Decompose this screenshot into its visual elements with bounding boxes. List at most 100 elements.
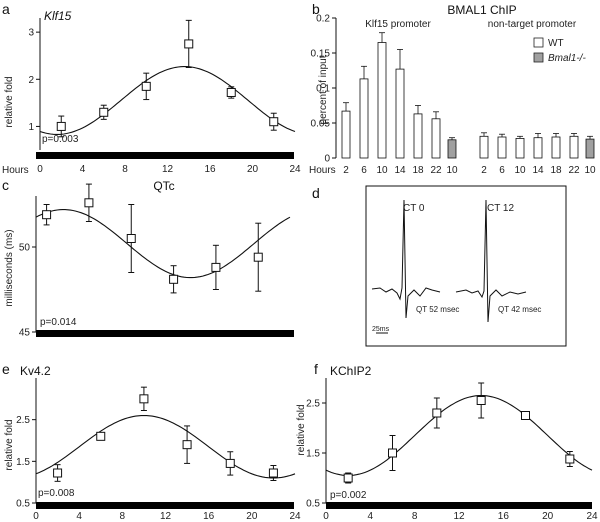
- panel-f-xtick-label: 20: [542, 511, 554, 522]
- panel-b-ytick-label: 0: [324, 154, 330, 165]
- panel-b-category-label: 22: [430, 165, 442, 176]
- panel-e-xtick-label: 24: [289, 511, 301, 522]
- panel-e-ytick-label: 2.5: [16, 415, 30, 426]
- panel-a-ytick-label: 2: [28, 75, 34, 86]
- panel-b-bar: [395, 68, 405, 159]
- panel-f-ylabel: relative fold: [296, 404, 307, 455]
- panel-c-title: QTc: [153, 179, 174, 193]
- panel-f-pvalue: p=0.002: [330, 490, 367, 501]
- panel-letter-f: f: [314, 361, 318, 377]
- panel-f-point: [343, 473, 353, 483]
- panel-b-title: BMAL1 ChIP: [447, 3, 516, 17]
- panel-c-point: [211, 262, 221, 272]
- panel-e-ytick-label: 0.5: [16, 499, 30, 510]
- panel-b-category-label: 10: [446, 165, 458, 176]
- panel-b-category-label: 10: [514, 165, 526, 176]
- panel-c-pvalue: p=0.014: [40, 317, 77, 328]
- ecg-qt-ct0: QT 52 msec: [416, 305, 459, 314]
- panel-e-point: [139, 394, 149, 404]
- panel-a-xtick-label: 12: [162, 164, 174, 175]
- panel-a-xtick-label: 24: [289, 164, 301, 175]
- panel-e-xtick-label: 0: [33, 511, 39, 522]
- panel-letter-a: a: [2, 1, 10, 17]
- panel-c-ytick-label: 45: [19, 328, 31, 339]
- panel-a-hours-label: Hours: [2, 165, 29, 176]
- panel-b-category-label: 14: [532, 165, 544, 176]
- panel-f-xtick-label: 4: [368, 511, 374, 522]
- panel-f-point: [388, 448, 397, 458]
- panel-f-point: [432, 408, 442, 418]
- ecg-label-ct12: CT 12: [487, 203, 514, 214]
- panel-e-fit-curve: [35, 414, 296, 479]
- panel-b-category-label: 6: [499, 165, 505, 176]
- panel-b-ytick-label: 0.15: [311, 49, 331, 60]
- panel-b-bar: [359, 78, 369, 159]
- panel-e-pvalue: p=0.008: [38, 488, 75, 499]
- panel-f-ytick-label: 0.5: [306, 499, 320, 510]
- panel-e-point: [96, 431, 106, 441]
- panel-a: a Klf15 relative fold p=0.003 Hours 1230…: [2, 1, 301, 176]
- panel-a-pvalue: p=0.003: [42, 134, 79, 145]
- panel-b-category-label: 18: [550, 165, 562, 176]
- ecg-trace-ct0: [371, 199, 441, 319]
- panel-letter-c: c: [2, 177, 9, 193]
- panel-b-category-label: 10: [584, 165, 596, 176]
- panel-c-point: [126, 234, 136, 243]
- panel-e-point: [268, 468, 278, 478]
- ecg-label-ct0: CT 0: [403, 203, 425, 214]
- legend-bmal1-label: Bmal1-/-: [548, 53, 586, 64]
- panel-d: d CT 0 CT 12 QT 52 msec QT 42 msec 25ms: [312, 185, 567, 347]
- panel-e-point: [225, 458, 235, 468]
- ecg-frame: [365, 185, 567, 347]
- panel-f-point: [521, 411, 530, 420]
- panel-a-xtick-label: 20: [247, 164, 259, 175]
- panel-f-xtick-label: 12: [453, 511, 465, 522]
- panel-b-bar: [551, 136, 561, 159]
- panel-b-bar: [447, 139, 457, 159]
- panel-b-ytick-label: 0.1: [316, 84, 330, 95]
- panel-b: b BMAL1 ChIP Klf15 promoter non-target p…: [309, 1, 596, 176]
- panel-b-category-label: 2: [343, 165, 349, 176]
- panel-b-ytick-label: 0.05: [311, 119, 331, 130]
- panel-a-point: [141, 81, 151, 91]
- panel-c-fit-curve: [35, 209, 291, 279]
- ecg-trace-ct12: [455, 199, 527, 323]
- panel-letter-d: d: [312, 185, 320, 201]
- panel-b-category-label: 22: [568, 165, 580, 176]
- panel-b-bar: [479, 135, 489, 159]
- panel-a-ytick-label: 3: [28, 28, 34, 39]
- panel-e-point: [182, 440, 192, 450]
- panel-letter-e: e: [2, 361, 10, 377]
- panel-b-group-2: non-target promoter: [488, 19, 577, 30]
- panel-f-ytick-label: 2.5: [306, 399, 320, 410]
- panel-b-ytick-label: 0.2: [316, 14, 330, 25]
- panel-a-point: [226, 87, 236, 97]
- panel-letter-b: b: [312, 1, 320, 17]
- panel-a-xtick-label: 0: [37, 164, 43, 175]
- panel-c-point: [84, 198, 94, 208]
- panel-c-ytick-label: 50: [19, 243, 31, 254]
- panel-e-xtick-label: 16: [203, 511, 215, 522]
- panel-e-xtick-label: 12: [160, 511, 172, 522]
- panel-a-dark-bar: [36, 152, 294, 159]
- panel-f: f KChIP2 relative fold p=0.002 0.5 1.5 2.5…: [296, 361, 598, 522]
- panel-b-bar: [533, 137, 543, 159]
- panel-c-ylabel: milliseconds (ms): [4, 229, 15, 306]
- panel-a-xtick-label: 16: [204, 164, 216, 175]
- panel-a-point: [56, 121, 66, 131]
- panel-a-fit-curve: [39, 66, 296, 135]
- panel-b-bar: [413, 113, 423, 159]
- panel-f-fit-curve: [325, 394, 593, 477]
- panel-e-ytick-label: 1.5: [16, 457, 30, 468]
- panel-a-xtick-label: 8: [122, 164, 128, 175]
- panel-e-point: [53, 468, 63, 478]
- panel-b-ylabel: percent of input: [318, 55, 329, 124]
- panel-a-point: [184, 39, 194, 49]
- legend-bmal1-swatch: [533, 52, 544, 63]
- panel-b-group-1: Klf15 promoter: [365, 19, 431, 30]
- panel-c-point: [169, 274, 179, 284]
- panel-e-xtick-label: 4: [76, 511, 82, 522]
- panel-e-xtick-label: 8: [120, 511, 126, 522]
- panel-f-point: [565, 454, 575, 464]
